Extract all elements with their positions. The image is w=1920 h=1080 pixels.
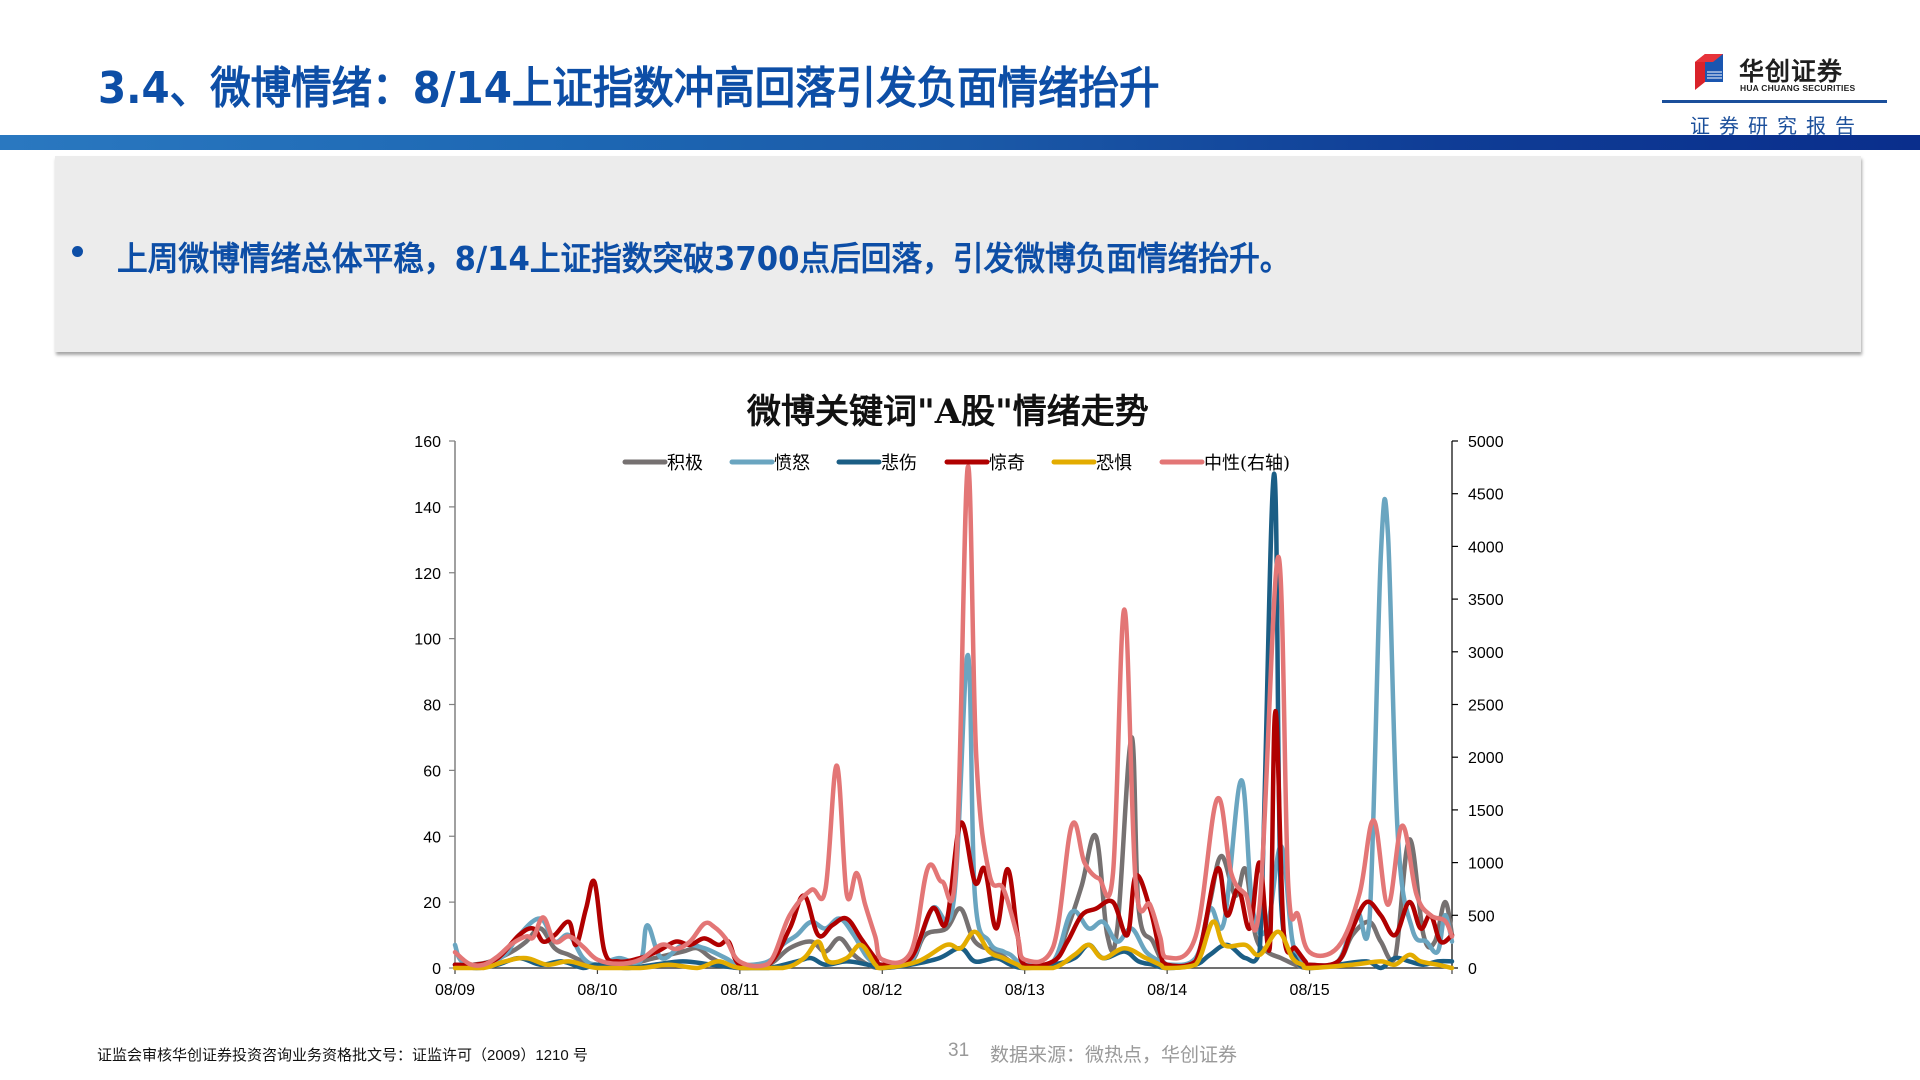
header-band <box>0 135 1920 150</box>
chart-axes: 0 20 40 60 80 100 120 140 160 0 500 1000 1500 2000 250… <box>414 434 1503 999</box>
legend-label: 积极 <box>667 453 703 474</box>
logo-chinese-name: 华创证券 <box>1739 57 1844 86</box>
logo-divider <box>1662 100 1887 103</box>
legend-label: 中性(右轴) <box>1204 453 1290 474</box>
x-tick-label: 08/10 <box>577 982 617 999</box>
left-tick-label: 60 <box>423 763 441 780</box>
series-line-恐惧 <box>452 919 1455 971</box>
legend-label: 惊奇 <box>989 453 1025 474</box>
left-tick-label: 20 <box>423 895 441 912</box>
page-number: 31 <box>948 1040 970 1061</box>
legend-label: 愤怒 <box>774 453 810 474</box>
left-tick-label: 120 <box>414 566 441 583</box>
right-tick-label: 2000 <box>1468 750 1504 767</box>
x-tick-label: 08/15 <box>1290 982 1330 999</box>
left-tick-label: 80 <box>423 698 441 715</box>
left-tick-label: 40 <box>423 829 441 846</box>
left-tick-label: 160 <box>414 434 441 451</box>
right-tick-label: 3500 <box>1468 592 1504 609</box>
logo-cube-icon <box>1695 54 1723 90</box>
summary-text: 上周微博情绪总体平稳，8/14上证指数突破3700点后回落，引发微博负面情绪抬升… <box>117 239 1291 278</box>
report-label: 证券研究报告 <box>1690 114 1864 138</box>
right-tick-label: 2500 <box>1468 698 1504 715</box>
right-tick-label: 1000 <box>1468 856 1504 873</box>
chart-series-lines <box>452 464 1455 971</box>
chart-legend: 积极 愤怒 悲伤 惊奇 恐惧 中性(右轴) <box>622 453 1290 474</box>
right-tick-label: 3000 <box>1468 645 1504 662</box>
left-tick-label: 140 <box>414 500 441 517</box>
left-tick-label: 100 <box>414 632 441 649</box>
right-tick-label: 1500 <box>1468 803 1504 820</box>
chart-title: 微博关键词"A股"情绪走势 <box>747 392 1149 432</box>
data-source: 数据来源：微热点，华创证券 <box>990 1045 1238 1066</box>
x-tick-label: 08/11 <box>720 982 759 999</box>
company-logo: 华创证券 HUA CHUANG SECURITIES <box>1695 52 1875 96</box>
legend-label: 恐惧 <box>1096 453 1132 474</box>
summary-box <box>55 156 1861 352</box>
right-tick-label: 0 <box>1468 961 1477 978</box>
x-tick-label: 08/09 <box>435 982 475 999</box>
license-note: 证监会审核华创证券投资咨询业务资格批文号：证监许可（2009）1210 号 <box>97 1047 588 1064</box>
x-tick-label: 08/13 <box>1005 982 1045 999</box>
right-tick-label: 500 <box>1468 908 1495 925</box>
legend-label: 悲伤 <box>881 453 917 474</box>
right-tick-label: 4000 <box>1468 539 1504 556</box>
series-line-中性(右轴) <box>452 464 1455 969</box>
right-tick-label: 4500 <box>1468 487 1504 504</box>
page-title: 3.4、微博情绪：8/14上证指数冲高回落引发负面情绪抬升 <box>98 63 1160 114</box>
x-tick-label: 08/14 <box>1147 982 1187 999</box>
left-tick-label: 0 <box>432 961 441 978</box>
right-tick-label: 5000 <box>1468 434 1504 451</box>
x-tick-label: 08/12 <box>862 982 902 999</box>
bullet-icon <box>72 246 83 257</box>
logo-english-name: HUA CHUANG SECURITIES <box>1740 83 1856 93</box>
